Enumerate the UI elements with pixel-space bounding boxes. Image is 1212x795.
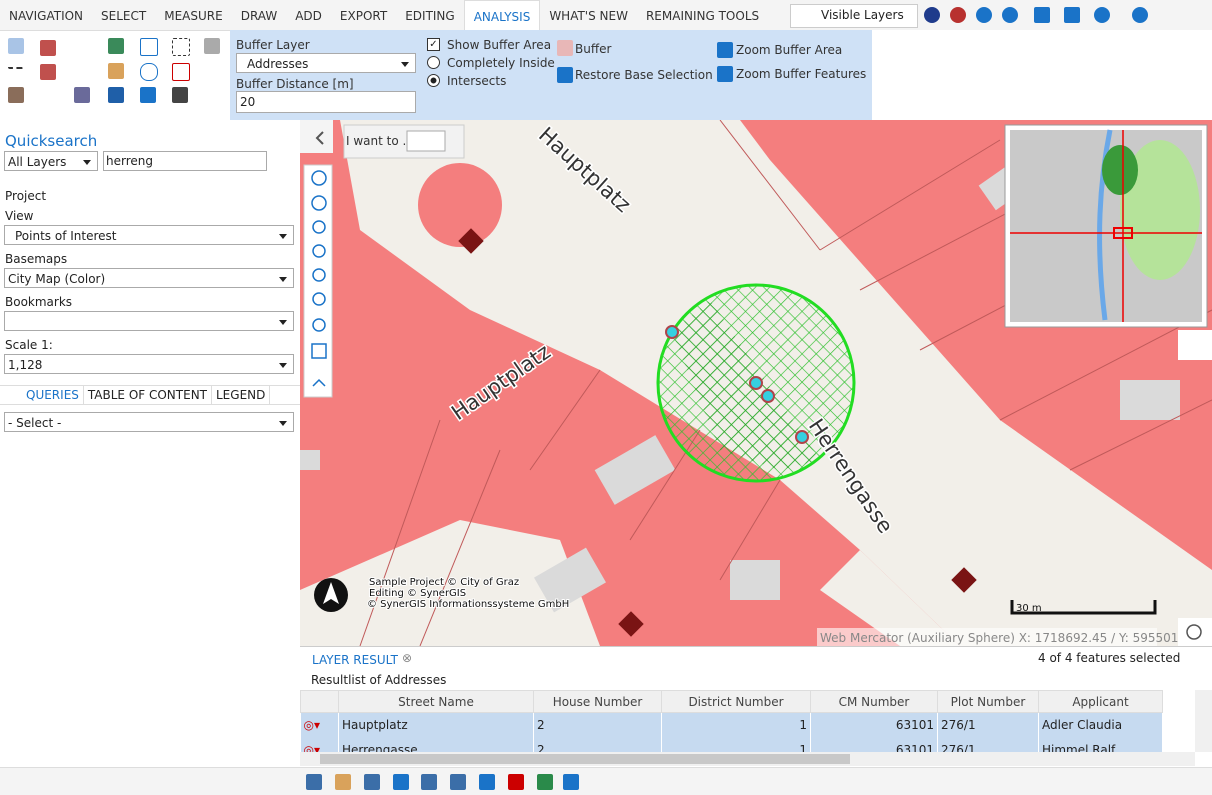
sidebar-tab[interactable]: QUERIES — [22, 386, 84, 404]
sidebar: Quicksearch All Layers herreng Project V… — [0, 120, 301, 767]
basemap-select[interactable]: City Map (Color) — [4, 268, 294, 288]
cell: Adler Claudia — [1038, 712, 1163, 738]
search-layer[interactable]: All Layers — [4, 151, 98, 171]
quicksearch-title: Quicksearch — [5, 132, 98, 150]
buffer-layer-select[interactable]: Addresses — [236, 53, 416, 73]
column-header[interactable]: House Number — [533, 690, 662, 713]
cell: 63101 — [810, 737, 938, 752]
i-want-to: I want to ... — [346, 134, 414, 148]
menu-item[interactable]: SELECT — [101, 9, 147, 23]
tool-icons — [0, 30, 230, 120]
menu-bar: NAVIGATION SELECT MEASURE DRAW ADD EXPORT EDIT… — [0, 0, 786, 31]
row-icon: ◎▾ — [300, 737, 339, 752]
cell: 2 — [533, 712, 662, 738]
attribution: Editing © SynerGIS — [369, 588, 466, 599]
label: Intersects — [447, 74, 507, 88]
label: Scale 1: — [5, 338, 53, 352]
result-row[interactable]: ◎▾ Herrengasse 2 1 63101 276/1 Himmel Ralf — [300, 737, 1163, 752]
column-header[interactable]: District Number — [661, 690, 811, 713]
menu-item[interactable]: ADD — [295, 9, 322, 23]
cell: Himmel Ralf — [1038, 737, 1163, 752]
value: 20 — [240, 95, 256, 109]
close-tab[interactable]: ⊗ — [402, 651, 413, 665]
label: Completely Inside — [447, 56, 555, 70]
visible-layers[interactable]: Visible Layers — [790, 4, 918, 28]
value: Addresses — [247, 57, 309, 71]
attribution: Sample Project © City of Graz — [369, 577, 519, 588]
result-subtitle: Resultlist of Addresses — [311, 673, 447, 687]
label: Buffer Distance [m] — [236, 77, 354, 91]
scale-bar-label: 30 m — [1016, 603, 1042, 614]
cell: 63101 — [810, 712, 938, 738]
selection-status: 4 of 4 features selected — [1038, 651, 1181, 665]
zoom-features-button[interactable]: Zoom Buffer Features — [736, 67, 867, 81]
restore-button[interactable]: Restore Base Selection — [575, 68, 713, 82]
label: View — [5, 209, 34, 223]
label: Basemaps — [5, 252, 68, 266]
result-row[interactable]: ◎▾ Hauptplatz 2 1 63101 276/1 Adler Claudia — [300, 712, 1163, 738]
label: Bookmarks — [5, 295, 73, 309]
buffer-button[interactable]: Buffer — [575, 42, 612, 56]
cell: Hauptplatz — [338, 712, 534, 738]
view-select[interactable]: Points of Interest — [4, 225, 294, 245]
radio[interactable] — [427, 74, 440, 87]
menu-item[interactable]: WHAT'S NEW — [549, 9, 628, 23]
result-tab[interactable]: LAYER RESULT — [312, 653, 398, 667]
cell: Herrengasse — [338, 737, 534, 752]
visible-layers-label: Visible Layers — [821, 8, 904, 22]
analysis-ribbon: Buffer Layer Addresses Buffer Distance [… — [230, 30, 872, 120]
sidebar-tab[interactable]: LEGEND — [212, 386, 271, 404]
coordinates: Web Mercator (Auxiliary Sphere) X: 17186… — [820, 631, 1205, 645]
radio[interactable] — [427, 56, 440, 69]
row-icon: ◎▾ — [300, 712, 339, 738]
menu-item[interactable]: REMAINING TOOLS — [645, 9, 760, 23]
value: 1,128 — [8, 358, 43, 372]
value: herreng — [106, 154, 153, 168]
scale-select[interactable]: 1,128 — [4, 354, 294, 374]
value: City Map (Color) — [8, 272, 106, 286]
menu-item[interactable]: DRAW — [240, 9, 278, 23]
menu-item[interactable]: NAVIGATION — [9, 9, 84, 23]
menu-item[interactable]: MEASURE — [164, 9, 223, 23]
label: Project — [5, 189, 47, 203]
menu-item[interactable]: EDITING — [405, 9, 455, 23]
cell: 276/1 — [937, 737, 1039, 752]
value: - Select - — [8, 416, 62, 430]
attribution: © SynerGIS Informationssysteme GmbH — [367, 599, 569, 610]
column-header[interactable]: Street Name — [338, 690, 534, 713]
value: All Layers — [8, 155, 67, 169]
result-table: Street Name House Number District Number CM… — [300, 690, 1163, 752]
cell: 1 — [661, 712, 811, 738]
buffer-distance-input[interactable]: 20 — [236, 91, 416, 113]
zoom-area-button[interactable]: Zoom Buffer Area — [736, 43, 843, 57]
menu-item[interactable]: EXPORT — [339, 9, 388, 23]
cell: 276/1 — [937, 712, 1039, 738]
bookmark-select[interactable] — [4, 311, 294, 331]
label: Buffer Layer — [236, 38, 310, 52]
sidebar-tab[interactable]: TABLE OF CONTENT — [84, 386, 212, 404]
column-header[interactable]: Applicant — [1038, 690, 1163, 713]
menu-item[interactable]: ANALYSIS — [463, 0, 541, 30]
column-header[interactable]: Plot Number — [937, 690, 1039, 713]
checkbox[interactable]: ✓ — [427, 38, 440, 51]
top-right-toolbar: Visible Layers — [786, 0, 1212, 30]
value: Points of Interest — [15, 229, 117, 243]
bottom-toolbar — [0, 767, 1212, 795]
query-select[interactable]: - Select - — [4, 412, 294, 432]
tab-bar: QUERIES TABLE OF CONTENT LEGEND — [0, 385, 300, 405]
label: Show Buffer Area — [447, 38, 552, 52]
cell: 1 — [661, 737, 811, 752]
column-header[interactable]: CM Number — [810, 690, 938, 713]
search-input[interactable]: herreng — [103, 151, 267, 171]
cell: 2 — [533, 737, 662, 752]
result-panel: LAYER RESULT ⊗ 4 of 4 features selected … — [300, 646, 1212, 768]
